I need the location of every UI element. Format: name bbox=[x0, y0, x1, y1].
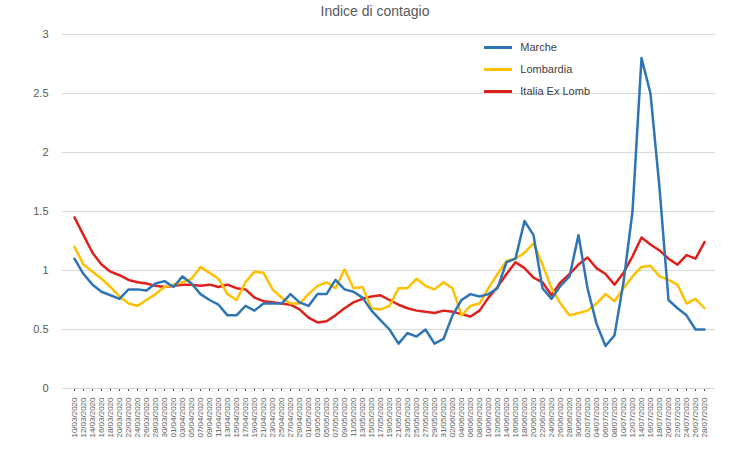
svg-text:27/04/2020: 27/04/2020 bbox=[286, 397, 295, 438]
svg-text:05/04/2020: 05/04/2020 bbox=[187, 397, 196, 438]
svg-text:04/07/2020: 04/07/2020 bbox=[592, 397, 601, 438]
svg-text:03/04/2020: 03/04/2020 bbox=[178, 397, 187, 438]
svg-text:22/06/2020: 22/06/2020 bbox=[538, 397, 547, 438]
svg-text:20/03/2020: 20/03/2020 bbox=[115, 397, 124, 438]
svg-text:06/07/2020: 06/07/2020 bbox=[601, 397, 610, 438]
svg-text:03/05/2020: 03/05/2020 bbox=[313, 397, 322, 438]
svg-text:02/07/2020: 02/07/2020 bbox=[583, 397, 592, 438]
svg-text:02/06/2020: 02/06/2020 bbox=[448, 397, 457, 438]
svg-text:07/05/2020: 07/05/2020 bbox=[331, 397, 340, 438]
svg-text:10/06/2020: 10/06/2020 bbox=[484, 397, 493, 438]
html-text:Indice di contagio: Indice di contagio bbox=[320, 3, 430, 19]
svg-text:29/04/2020: 29/04/2020 bbox=[295, 397, 304, 438]
svg-text:1.5: 1.5 bbox=[33, 205, 48, 217]
svg-text:20/07/2020: 20/07/2020 bbox=[664, 397, 673, 438]
svg-text:30/03/2020: 30/03/2020 bbox=[160, 397, 169, 438]
svg-text:23/04/2020: 23/04/2020 bbox=[268, 397, 277, 438]
html-text:Italia Ex Lomb: Italia Ex Lomb bbox=[520, 85, 590, 97]
svg-text:0.5: 0.5 bbox=[33, 323, 48, 335]
svg-text:15/05/2020: 15/05/2020 bbox=[367, 397, 376, 438]
svg-text:12/07/2020: 12/07/2020 bbox=[628, 397, 637, 438]
svg-text:2.5: 2.5 bbox=[33, 87, 48, 99]
svg-text:22/03/2020: 22/03/2020 bbox=[124, 397, 133, 438]
svg-text:15/04/2020: 15/04/2020 bbox=[232, 397, 241, 438]
svg-text:27/05/2020: 27/05/2020 bbox=[421, 397, 430, 438]
svg-text:08/06/2020: 08/06/2020 bbox=[475, 397, 484, 438]
html-text:Lombardia: Lombardia bbox=[520, 63, 573, 75]
svg-text:28/06/2020: 28/06/2020 bbox=[565, 397, 574, 438]
svg-text:29/05/2020: 29/05/2020 bbox=[430, 397, 439, 438]
svg-text:18/07/2020: 18/07/2020 bbox=[655, 397, 664, 438]
svg-text:04/06/2020: 04/06/2020 bbox=[457, 397, 466, 438]
svg-text:28/03/2020: 28/03/2020 bbox=[151, 397, 160, 438]
svg-text:16/06/2020: 16/06/2020 bbox=[511, 397, 520, 438]
svg-text:14/07/2020: 14/07/2020 bbox=[637, 397, 646, 438]
svg-text:21/05/2020: 21/05/2020 bbox=[394, 397, 403, 438]
svg-text:20/06/2020: 20/06/2020 bbox=[529, 397, 538, 438]
svg-text:09/05/2020: 09/05/2020 bbox=[340, 397, 349, 438]
svg-text:12/03/2020: 12/03/2020 bbox=[79, 397, 88, 438]
svg-text:21/04/2020: 21/04/2020 bbox=[259, 397, 268, 438]
svg-text:17/04/2020: 17/04/2020 bbox=[241, 397, 250, 438]
svg-text:19/04/2020: 19/04/2020 bbox=[250, 397, 259, 438]
svg-text:10/03/2020: 10/03/2020 bbox=[70, 397, 79, 438]
svg-text:26/07/2020: 26/07/2020 bbox=[691, 397, 700, 438]
svg-text:23/05/2020: 23/05/2020 bbox=[403, 397, 412, 438]
svg-text:0: 0 bbox=[42, 382, 48, 394]
svg-text:17/05/2020: 17/05/2020 bbox=[376, 397, 385, 438]
svg-text:18/06/2020: 18/06/2020 bbox=[520, 397, 529, 438]
svg-text:19/05/2020: 19/05/2020 bbox=[385, 397, 394, 438]
svg-text:1: 1 bbox=[42, 264, 48, 276]
svg-text:14/06/2020: 14/06/2020 bbox=[502, 397, 511, 438]
svg-text:26/06/2020: 26/06/2020 bbox=[556, 397, 565, 438]
svg-text:28/07/2020: 28/07/2020 bbox=[700, 397, 709, 438]
svg-text:14/03/2020: 14/03/2020 bbox=[88, 397, 97, 438]
svg-text:13/04/2020: 13/04/2020 bbox=[223, 397, 232, 438]
svg-text:07/04/2020: 07/04/2020 bbox=[196, 397, 205, 438]
svg-text:26/03/2020: 26/03/2020 bbox=[142, 397, 151, 438]
svg-text:05/05/2020: 05/05/2020 bbox=[322, 397, 331, 438]
svg-text:2: 2 bbox=[42, 146, 48, 158]
svg-text:31/05/2020: 31/05/2020 bbox=[439, 397, 448, 438]
svg-text:12/06/2020: 12/06/2020 bbox=[493, 397, 502, 438]
svg-text:25/05/2020: 25/05/2020 bbox=[412, 397, 421, 438]
svg-text:01/05/2020: 01/05/2020 bbox=[304, 397, 313, 438]
svg-text:24/07/2020: 24/07/2020 bbox=[682, 397, 691, 438]
svg-text:24/06/2020: 24/06/2020 bbox=[547, 397, 556, 438]
svg-text:11/04/2020: 11/04/2020 bbox=[214, 397, 223, 437]
svg-text:24/03/2020: 24/03/2020 bbox=[133, 397, 142, 438]
svg-text:10/07/2020: 10/07/2020 bbox=[619, 397, 628, 438]
svg-text:13/05/2020: 13/05/2020 bbox=[358, 397, 367, 438]
svg-text:25/04/2020: 25/04/2020 bbox=[277, 397, 286, 438]
svg-text:18/03/2020: 18/03/2020 bbox=[106, 397, 115, 438]
svg-text:11/05/2020: 11/05/2020 bbox=[349, 397, 358, 437]
svg-text:08/07/2020: 08/07/2020 bbox=[610, 397, 619, 438]
svg-text:06/06/2020: 06/06/2020 bbox=[466, 397, 475, 438]
svg-text:16/07/2020: 16/07/2020 bbox=[646, 397, 655, 438]
svg-text:16/03/2020: 16/03/2020 bbox=[97, 397, 106, 438]
svg-text:01/04/2020: 01/04/2020 bbox=[169, 397, 178, 438]
svg-text:3: 3 bbox=[42, 28, 48, 40]
html-text:Marche: Marche bbox=[520, 41, 557, 53]
svg-text:22/07/2020: 22/07/2020 bbox=[673, 397, 682, 438]
svg-text:09/04/2020: 09/04/2020 bbox=[205, 397, 214, 438]
svg-text:30/06/2020: 30/06/2020 bbox=[574, 397, 583, 438]
